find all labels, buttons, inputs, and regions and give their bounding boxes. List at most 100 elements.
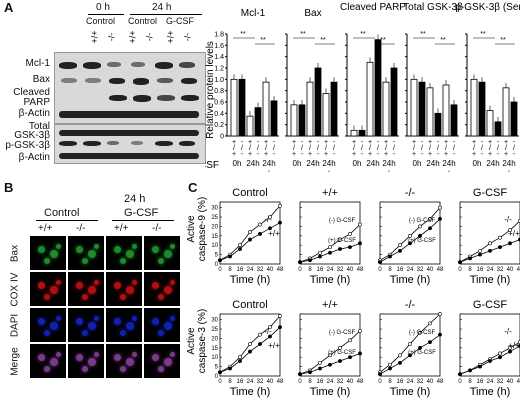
line-xtick-label: 48 [277, 267, 284, 273]
cell-spot [44, 366, 50, 372]
data-point [468, 256, 472, 261]
bar-x-time: 24h [322, 159, 335, 168]
cell-spot [126, 358, 134, 366]
cell-spot [94, 280, 99, 285]
cell-spot [126, 250, 134, 258]
data-point [248, 349, 252, 354]
cell-spot [114, 246, 121, 253]
bar-gcsf-sign: + [386, 168, 391, 172]
if-row-label: Merge [9, 347, 21, 376]
line-xtick-label: 0 [378, 379, 382, 385]
series-annotation: -/- [504, 215, 512, 224]
cell-spot [164, 250, 172, 258]
bar-x-sign: / [505, 145, 507, 152]
if-image-cell [30, 272, 66, 306]
bar-x-sign: + [412, 151, 416, 158]
row-label-bax: Bax [32, 74, 50, 85]
data-point [328, 362, 332, 367]
series-annotation: (+) G-CSF [328, 238, 356, 244]
row-label-mcl1: Mcl-1 [25, 58, 50, 69]
data-point [428, 226, 432, 231]
data-point [488, 248, 492, 253]
bar-x-time: 24h [426, 159, 439, 168]
bar-x-sign: - [497, 139, 500, 146]
bar-x-sign: + [324, 139, 328, 146]
cell-spot [38, 246, 45, 253]
line-xtick-label: 32 [337, 267, 344, 273]
bar-x-sign: + [384, 151, 388, 158]
bar-x-sign: / [393, 145, 395, 152]
line-chart-frame [379, 201, 441, 265]
cell-spot [132, 316, 137, 321]
line-chart-2: -/- 0 8 16 24 32 40 48 Time (h) (-) G-CSF (+) G-CS… [378, 187, 444, 286]
data-point [238, 355, 242, 360]
data-point [488, 241, 492, 246]
western-blot-bottom [54, 124, 206, 164]
line-xtick-label: 8 [228, 379, 232, 385]
data-point [318, 360, 322, 365]
if-image-cell [68, 308, 104, 342]
data-point [338, 359, 342, 363]
data-point [398, 360, 402, 365]
data-point [408, 342, 412, 346]
line-xtick-label: 40 [267, 379, 274, 385]
cell-spot [170, 316, 175, 321]
cell-spot [50, 286, 58, 294]
bar-x-sign: / [489, 145, 491, 152]
line-xtick-label: 0 [298, 267, 302, 273]
line-xtick-label: 48 [437, 379, 444, 385]
line-xtick-label: 40 [507, 267, 514, 273]
bar-ytick-label: 0.2 [214, 122, 224, 129]
bar-ytick-label: 0.8 [214, 88, 224, 95]
if-image-cell [106, 344, 142, 378]
data-point [358, 329, 362, 333]
blot-group-control-0h: Control [86, 16, 116, 26]
cell-spot [152, 246, 159, 253]
if-group-line-control [36, 220, 98, 221]
bar-x-sign: + [504, 139, 508, 146]
line-ytick-label: 0 [215, 374, 219, 380]
bar-ytick-label: 1.4 [214, 54, 224, 61]
blot-time-line-0h [88, 14, 124, 15]
data-point [438, 205, 442, 210]
cell-spot [158, 330, 164, 336]
sig-marker: ** [300, 31, 306, 38]
line-xtick-label: 40 [267, 267, 274, 273]
line-xtick-label: 48 [517, 267, 520, 273]
line-ytick-label: 20 [211, 224, 218, 230]
data-point [418, 233, 422, 238]
bar-x-time: 0h [293, 159, 302, 168]
cell-spot [132, 352, 137, 357]
panel-label-b: B [4, 180, 14, 195]
line-ylabel: Active [186, 327, 197, 355]
line-ylabel: caspase-9 (%) [197, 197, 208, 261]
data-point [338, 237, 342, 242]
bar-chart-title: Mcl-1 [241, 8, 266, 19]
bar-ytick-label: 1.2 [214, 66, 224, 73]
data-point [298, 372, 302, 377]
blot-lane-signs: +/+ -/- +/+ -/- +/+ -/- [88, 28, 204, 44]
bar-x-sign: + [428, 151, 432, 158]
line-xtick-label: 48 [517, 379, 520, 385]
bar-x-sign: - [393, 139, 396, 146]
bar-x-sign: / [429, 145, 431, 152]
if-lane-sign: +/+ [114, 223, 129, 234]
data-point [298, 260, 302, 265]
data-point [338, 247, 342, 251]
line-xtick-label: 16 [477, 267, 484, 273]
series-annotation: (-) G-CSF [409, 218, 436, 224]
bar-gcsf-sign: - [356, 168, 359, 172]
bar [270, 100, 278, 137]
cell-spot [44, 258, 50, 264]
if-image-cell [106, 308, 142, 342]
line-ytick-label: 15 [211, 346, 218, 352]
data-point [278, 325, 282, 330]
cell-spot [38, 318, 45, 325]
if-image-cell [106, 236, 142, 270]
bar-x-sign: - [333, 151, 336, 158]
bar [314, 67, 322, 137]
bar-x-time: 24h [262, 159, 275, 168]
cell-spot [120, 294, 126, 300]
line-chart-frame [219, 201, 281, 265]
line-xlabel: Time (h) [470, 274, 511, 286]
